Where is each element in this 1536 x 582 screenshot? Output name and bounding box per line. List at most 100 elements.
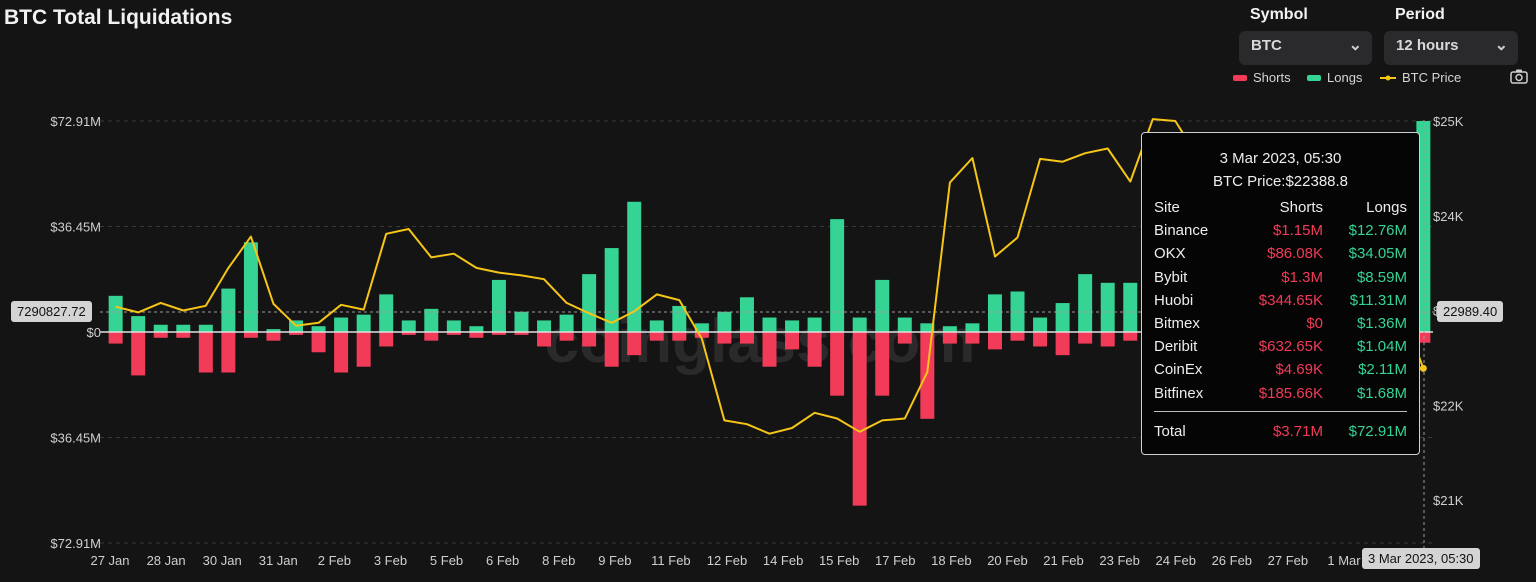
short-bar [424,332,439,341]
x-tick: 9 Feb [598,553,631,568]
x-tick: 27 Feb [1268,553,1308,568]
long-bar [401,320,416,332]
long-bar [627,201,642,332]
x-tick: 11 Feb [651,553,691,568]
tooltip-total-label: Total [1154,422,1186,440]
short-bar [1055,332,1070,356]
long-bar [1055,303,1070,332]
tooltip-header-longs: Longs [1366,199,1407,216]
y-left-tick: $72.91M [50,536,101,551]
short-bar [762,332,777,367]
tooltip-row: Bybit $1.3M $8.59M [1154,266,1407,289]
tooltip-cell-site: Binance [1154,222,1209,240]
short-bar [334,332,349,373]
short-bar [1416,332,1431,343]
x-tick: 3 Feb [374,553,407,568]
long-bar [514,311,529,332]
legend-longs[interactable]: Longs [1307,70,1362,85]
short-bar [514,332,529,335]
long-bar [694,323,709,332]
short-bar [582,332,597,347]
x-tick: 18 Feb [931,553,971,568]
tooltip-row: Binance $1.15M $12.76M [1154,219,1407,242]
y-right-tick: $24K [1433,209,1464,224]
short-bar [153,332,168,338]
long-bar [1123,282,1138,332]
x-tick: 8 Feb [542,553,575,568]
short-bar [559,332,574,341]
x-tick: 23 Feb [1099,553,1139,568]
x-tick: 1 Mar [1327,553,1361,568]
short-bar [649,332,664,341]
long-bar [1033,317,1048,332]
short-bar [1033,332,1048,347]
short-bar [965,332,980,344]
long-bar [198,324,213,332]
legend-shorts-label: Shorts [1253,70,1291,85]
long-bar [762,317,777,332]
shorts-swatch [1233,74,1247,81]
tooltip-divider [1154,410,1407,412]
camera-icon[interactable] [1510,68,1528,84]
legend-btc-price[interactable]: BTC Price [1380,70,1461,85]
tooltip-header-site: Site [1154,199,1180,216]
x-tick: 5 Feb [430,553,463,568]
short-bar [198,332,213,373]
short-bar [604,332,619,367]
tooltip-cell-site: Deribit [1154,338,1198,356]
chevron-down-icon: ⌄ [1348,37,1362,54]
y-left-tick: $36.45M [50,220,101,235]
long-bar [153,324,168,332]
long-bar [446,320,461,332]
tooltip-cell-shorts: $4.69K [1275,361,1323,379]
x-tick: 26 Feb [1212,553,1252,568]
tooltip-cell-site: OKX [1154,245,1186,263]
x-tick: 12 Feb [707,553,747,568]
short-bar [830,332,845,396]
long-bar [131,316,146,332]
short-bar [1078,332,1093,344]
x-tick: 28 Jan [147,553,186,568]
tooltip-cell-site: Huobi [1154,291,1194,309]
long-bar [604,248,619,332]
short-bar [852,332,867,506]
short-bar [446,332,461,335]
period-select[interactable]: 12 hours ⌄ [1384,31,1518,65]
tooltip-cell-longs: $11.31M [1349,291,1407,309]
tooltip-header: Site Shorts Longs [1154,196,1407,219]
short-bar [379,332,394,347]
symbol-select[interactable]: BTC ⌄ [1239,31,1372,65]
tooltip-cell-longs: $1.36M [1356,315,1407,333]
x-tick: 6 Feb [486,553,519,568]
legend-price-label: BTC Price [1402,70,1462,85]
short-bar [266,332,281,341]
long-bar [491,279,506,332]
tooltip-cell-longs: $1.04M [1356,338,1407,356]
short-bar [920,332,935,419]
symbol-select-value: BTC [1251,37,1282,54]
long-bar [266,329,281,332]
price-line-swatch [1380,75,1396,80]
crosshair-right-value: 22989.40 [1437,301,1504,322]
short-bar [108,332,123,344]
tooltip-cell-site: Bitfinex [1154,384,1204,402]
tooltip-row: Bitfinex $185.66K $1.68M [1154,382,1407,405]
crosshair-left-value: 7290827.72 [11,301,92,322]
tooltip-cell-longs: $34.05M [1348,245,1407,263]
tooltip-row: Huobi $344.65K $11.31M [1154,289,1407,312]
short-bar [243,332,258,338]
long-bar [649,320,664,332]
short-bar [987,332,1002,350]
legend-shorts[interactable]: Shorts [1233,70,1291,85]
symbol-label: Symbol [1250,6,1308,23]
long-bar [739,297,754,332]
long-bar [334,317,349,332]
legend-longs-label: Longs [1327,70,1363,85]
long-bar [987,294,1002,332]
long-bar [469,326,484,332]
short-bar [491,332,506,335]
btc-price-point [1419,364,1427,372]
period-select-value: 12 hours [1396,37,1459,54]
short-bar [537,332,552,347]
long-bar [559,314,574,332]
